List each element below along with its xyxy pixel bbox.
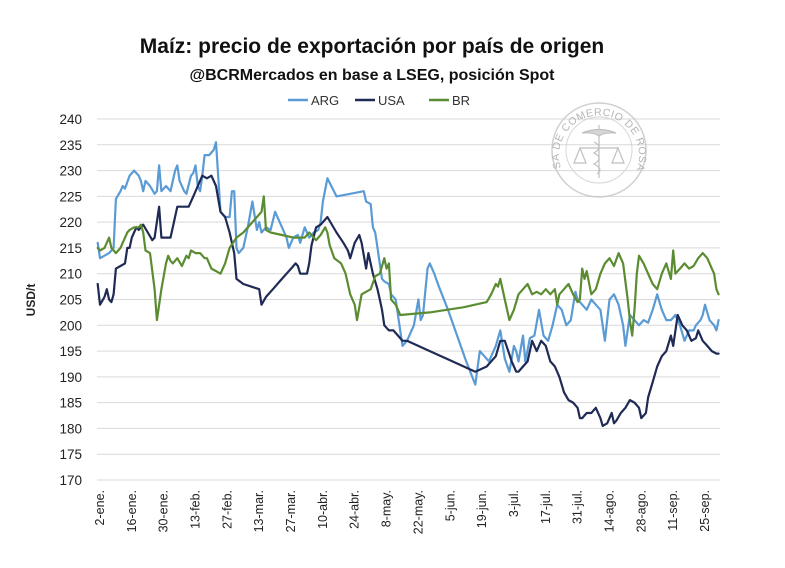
- y-tick-label: 185: [59, 396, 82, 411]
- x-tick-label: 27-mar.: [284, 490, 298, 532]
- y-tick-label: 180: [59, 421, 82, 436]
- series-lines: [96, 141, 720, 427]
- y-tick-label: 170: [59, 473, 82, 488]
- x-axis-ticks: 2-ene. 16-ene. 30-ene. 13-feb. 27-feb. 13-mar…: [93, 490, 712, 534]
- y-tick-label: 195: [59, 344, 82, 359]
- y-tick-label: 225: [59, 189, 82, 204]
- y-tick-label: 220: [59, 215, 82, 230]
- y-tick-label: 215: [59, 241, 82, 256]
- y-tick-label: 190: [59, 370, 82, 385]
- gridlines: [97, 118, 720, 481]
- x-tick-label: 30-ene.: [157, 490, 171, 532]
- y-tick-label: 200: [59, 318, 82, 333]
- series-line-arg: [96, 141, 720, 386]
- x-tick-label: 27-feb.: [220, 490, 234, 529]
- x-tick-label: 19-jun.: [475, 490, 489, 528]
- series-line-br: [96, 195, 720, 337]
- x-tick-label: 8-may.: [380, 490, 394, 527]
- x-tick-label: 25-sep.: [698, 490, 712, 532]
- x-tick-label: 11-sep.: [666, 490, 680, 531]
- x-tick-label: 14-ago.: [602, 490, 616, 532]
- x-tick-label: 10-abr.: [316, 490, 330, 529]
- x-tick-label: 5-jun.: [443, 490, 457, 521]
- x-tick-label: 24-abr.: [348, 490, 362, 529]
- y-tick-label: 240: [59, 112, 82, 127]
- chart-title: Maíz: precio de exportación por país de …: [140, 35, 604, 58]
- x-tick-label: 17-jul.: [539, 490, 553, 524]
- legend-item-arg: ARG: [288, 93, 339, 108]
- x-tick-label: 28-ago.: [634, 490, 648, 532]
- x-tick-label: 13-feb.: [189, 490, 203, 529]
- y-tick-label: 230: [59, 164, 82, 179]
- legend-item-usa: USA: [355, 93, 405, 108]
- legend-item-br: BR: [429, 93, 470, 108]
- x-tick-label: 2-ene.: [93, 490, 107, 525]
- series-line-usa: [96, 174, 720, 427]
- y-tick-label: 210: [59, 267, 82, 282]
- y-axis-label: USD/t: [24, 284, 38, 317]
- y-axis-ticks: 170 175 180 185 190 195 200 205 210 215 220 225 230 2…: [59, 112, 82, 488]
- legend: ARG USA BR: [288, 93, 470, 108]
- caduceus-scales-icon: [573, 125, 625, 178]
- legend-label: BR: [452, 93, 470, 108]
- x-tick-label: 3-jul.: [507, 490, 521, 517]
- y-tick-label: 235: [59, 138, 82, 153]
- y-tick-label: 205: [59, 293, 82, 308]
- x-tick-label: 22-may.: [411, 490, 425, 534]
- seal-outer-ring: [551, 102, 647, 198]
- x-tick-label: 31-jul.: [571, 490, 585, 524]
- legend-label: ARG: [311, 93, 339, 108]
- y-tick-label: 175: [59, 447, 82, 462]
- seal-inner-ring: [565, 116, 633, 184]
- x-tick-label: 13-mar.: [252, 490, 266, 532]
- legend-label: USA: [378, 93, 405, 108]
- x-tick-label: 16-ene.: [125, 490, 139, 532]
- chart-subtitle: @BCRMercados en base a LSEG, posición Sp…: [189, 67, 555, 84]
